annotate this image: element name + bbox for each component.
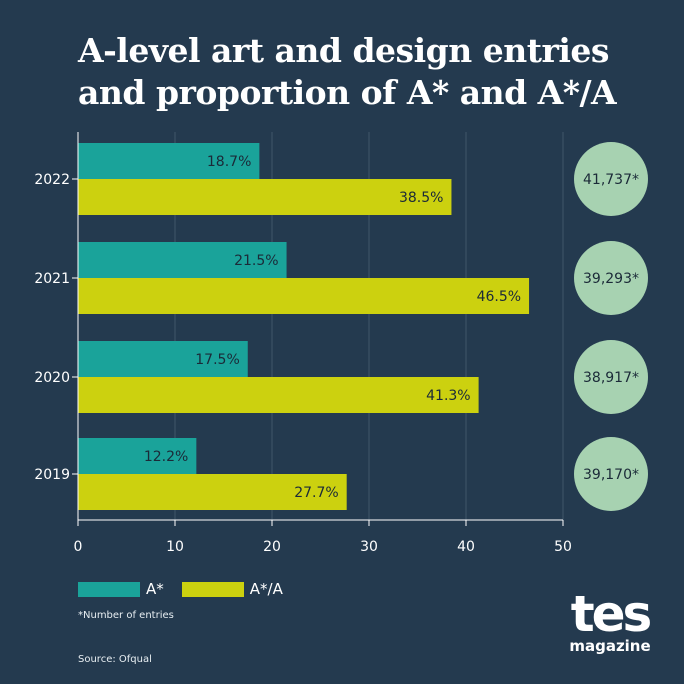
- x-tick-label: 50: [554, 539, 572, 555]
- bar-label-a-star-2022: 18.7%: [207, 154, 251, 170]
- bar-a-star-2021: [78, 242, 287, 278]
- entries-circle-2021: [574, 241, 648, 315]
- entries-circle-2019: [574, 437, 648, 511]
- entries-circle-2022: [574, 142, 648, 216]
- logo-sub: magazine: [569, 637, 651, 655]
- footnote: *Number of entries: [78, 610, 174, 621]
- bar-a-star-a-2021: [78, 278, 530, 314]
- bar-label-a-star-a-2021: 46.5%: [477, 289, 521, 305]
- x-tick-label: 10: [166, 539, 184, 555]
- legend-item-a-star-a: A*/A: [181, 580, 283, 598]
- year-label-2021: 2021: [34, 271, 70, 287]
- source-note: Source: Ofqual: [78, 654, 152, 665]
- bar-label-a-star-2019: 12.2%: [144, 449, 188, 465]
- bar-label-a-star-a-2019: 27.7%: [294, 485, 338, 501]
- bar-a-star-a-2019: [78, 474, 347, 510]
- x-tick-label: 20: [263, 539, 281, 555]
- title-line-1: A-level art and design entries: [78, 31, 609, 70]
- legend-label-a-star-a: A*/A: [249, 580, 283, 598]
- tes-magazine-logo: tes magazine: [560, 585, 660, 655]
- logo-main: tes: [570, 585, 653, 643]
- entries-circle-2020: [574, 340, 648, 414]
- legend-item-a-star: A*: [78, 580, 164, 598]
- entries-label-2022: 41,737*: [583, 172, 639, 188]
- bar-a-star-2022: [78, 143, 260, 179]
- legend-label-a-star: A*: [146, 580, 164, 598]
- bar-a-star-2020: [78, 341, 248, 377]
- x-tick-label: 40: [457, 539, 475, 555]
- x-tick-label: 0: [74, 539, 83, 555]
- entries-label-2020: 38,917*: [583, 370, 639, 386]
- entries-label-2021: 39,293*: [583, 271, 639, 287]
- bar-label-a-star-2021: 21.5%: [234, 253, 278, 269]
- title-line-2: and proportion of A* and A*/A: [78, 73, 617, 112]
- entries-label-2019: 39,170*: [583, 467, 639, 483]
- legend-swatch-a-star-a: [181, 581, 244, 597]
- chart-title: A-level art and design entries and propo…: [78, 30, 678, 114]
- year-label-2019: 2019: [34, 467, 70, 483]
- bar-a-star-a-2020: [78, 377, 479, 413]
- bar-a-star-a-2022: [78, 179, 452, 215]
- legend: A* A*/A: [78, 580, 301, 598]
- bar-label-a-star-2020: 17.5%: [195, 352, 239, 368]
- bar-label-a-star-a-2020: 41.3%: [426, 388, 470, 404]
- year-label-2022: 2022: [34, 172, 70, 188]
- year-label-2020: 2020: [34, 370, 70, 386]
- bar-label-a-star-a-2022: 38.5%: [399, 190, 443, 206]
- legend-swatch-a-star: [78, 581, 140, 597]
- x-tick-label: 30: [360, 539, 378, 555]
- bar-a-star-2019: [78, 438, 197, 474]
